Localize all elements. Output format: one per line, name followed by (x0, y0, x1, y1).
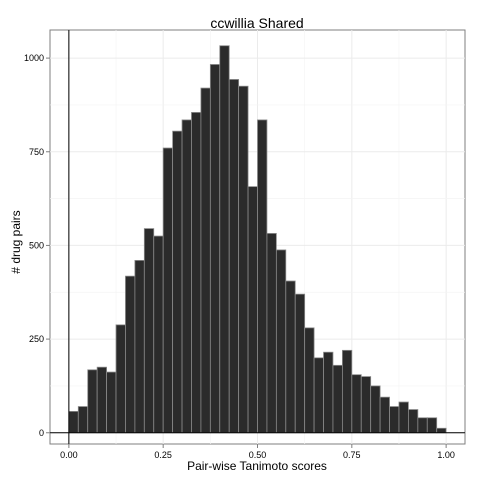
x-tick-label: 0.75 (343, 450, 361, 460)
histogram-bar (125, 275, 136, 434)
x-tick-label: 0.25 (154, 450, 172, 460)
y-tick-label: 1000 (24, 53, 44, 63)
bars (68, 45, 447, 434)
histogram-bar (304, 327, 315, 434)
histogram-bar (285, 280, 296, 434)
histogram-bar (87, 369, 98, 434)
histogram-bar (370, 385, 381, 434)
histogram-bar (143, 228, 155, 434)
histogram-bar (228, 79, 240, 434)
histogram-bar (398, 401, 409, 434)
x-tick-label: 0.00 (60, 450, 78, 460)
histogram-bar (389, 406, 400, 434)
histogram-bar (134, 260, 145, 434)
histogram-bar (275, 249, 287, 434)
histogram-bar (294, 293, 306, 434)
y-tick-label: 500 (29, 240, 44, 250)
histogram-bar (257, 119, 268, 434)
y-tick-label: 0 (39, 428, 44, 438)
y-tick-label: 250 (29, 334, 44, 344)
histogram-bar (162, 147, 174, 434)
histogram-bar (172, 130, 183, 434)
x-tick-label: 1.00 (437, 450, 455, 460)
histogram-bar (426, 417, 438, 434)
histogram-bar (153, 235, 164, 434)
histogram-bar (209, 64, 221, 434)
histogram-bar (219, 45, 230, 434)
histogram-bar (341, 349, 353, 434)
y-axis-label: # drug pairs (9, 210, 23, 273)
histogram-bar (115, 324, 126, 434)
histogram-bar (247, 186, 258, 434)
histogram-bar (379, 396, 390, 434)
chart-title: ccwillia Shared (210, 15, 303, 31)
histogram-bar (96, 366, 107, 434)
histogram-bar (106, 371, 117, 434)
histogram-bar (77, 406, 89, 434)
x-axis-ticks: 0.00 0.25 0.50 0.75 1.00 (60, 444, 455, 460)
histogram-bar (238, 85, 249, 434)
histogram-bar (313, 357, 324, 434)
y-axis-ticks: 0 250 500 750 1000 (24, 53, 50, 438)
x-tick-label: 0.50 (249, 450, 267, 460)
histogram-bar (200, 87, 211, 434)
y-tick-label: 750 (29, 147, 44, 157)
histogram-bar (436, 427, 447, 434)
histogram-bar (191, 112, 202, 434)
histogram-bar (323, 351, 334, 434)
histogram-bar (332, 364, 343, 434)
x-axis-label: Pair-wise Tanimoto scores (187, 459, 327, 473)
histogram-bar (360, 376, 372, 434)
histogram-bar (417, 417, 428, 434)
histogram-bar (266, 233, 277, 434)
histogram-bar (181, 119, 192, 434)
histogram-bar (68, 411, 79, 434)
histogram-bar (351, 374, 362, 434)
histogram-bar (408, 409, 419, 434)
